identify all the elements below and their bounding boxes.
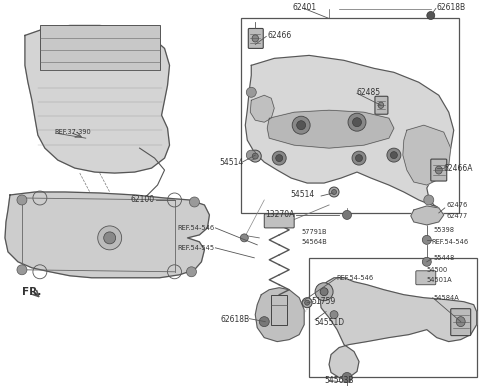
Bar [271, 295, 287, 325]
Text: REF.54-546: REF.54-546 [177, 225, 215, 231]
Polygon shape [255, 288, 304, 342]
Circle shape [17, 195, 27, 205]
Text: 54514: 54514 [290, 190, 314, 199]
Text: FR.: FR. [22, 287, 41, 297]
Text: 62466: 62466 [267, 31, 291, 40]
Text: 13270A: 13270A [265, 211, 294, 219]
Text: 54501A: 54501A [427, 277, 453, 283]
Polygon shape [403, 125, 451, 185]
Circle shape [246, 150, 256, 160]
Bar [241, 19, 459, 213]
Circle shape [276, 155, 283, 162]
Text: 54564B: 54564B [301, 239, 327, 245]
Circle shape [249, 150, 261, 162]
FancyBboxPatch shape [431, 159, 447, 181]
Circle shape [252, 153, 258, 159]
Text: 54584A: 54584A [434, 295, 459, 301]
Ellipse shape [378, 102, 384, 108]
Polygon shape [411, 206, 444, 225]
Text: 54514: 54514 [219, 158, 243, 166]
FancyBboxPatch shape [451, 309, 471, 336]
Circle shape [356, 155, 362, 162]
Text: 51759: 51759 [311, 297, 336, 306]
Bar [309, 258, 477, 377]
Circle shape [320, 288, 328, 296]
Text: 62618B: 62618B [437, 3, 466, 12]
Circle shape [104, 232, 116, 244]
Polygon shape [267, 110, 394, 148]
Text: 54551D: 54551D [314, 318, 344, 327]
Circle shape [332, 190, 336, 195]
Circle shape [190, 197, 199, 207]
Text: REF.54-546: REF.54-546 [336, 275, 373, 281]
Circle shape [315, 283, 333, 301]
Circle shape [342, 373, 352, 382]
Circle shape [422, 257, 432, 266]
FancyBboxPatch shape [264, 214, 294, 228]
Circle shape [352, 151, 366, 165]
Circle shape [240, 234, 248, 242]
Circle shape [422, 235, 432, 244]
Circle shape [424, 195, 434, 205]
Circle shape [272, 151, 286, 165]
Polygon shape [25, 26, 169, 173]
Text: REF.54-546: REF.54-546 [432, 239, 469, 245]
Text: 54500: 54500 [427, 267, 448, 273]
Circle shape [302, 298, 312, 308]
Circle shape [292, 116, 310, 134]
Text: 62401: 62401 [292, 3, 316, 12]
Circle shape [390, 152, 397, 159]
Text: REF.54-545: REF.54-545 [177, 245, 215, 251]
Text: 62100: 62100 [131, 195, 155, 204]
Circle shape [329, 187, 339, 197]
Text: 55398: 55398 [434, 227, 455, 233]
Text: 62466A: 62466A [444, 164, 473, 173]
Text: 54563B: 54563B [324, 376, 354, 385]
Circle shape [348, 113, 366, 131]
Ellipse shape [252, 35, 259, 42]
Circle shape [387, 148, 401, 162]
Polygon shape [5, 192, 209, 278]
Text: 62618B: 62618B [220, 315, 249, 324]
Text: REF.37-390: REF.37-390 [55, 129, 92, 135]
FancyBboxPatch shape [375, 96, 388, 114]
Text: 55448: 55448 [434, 255, 455, 261]
Circle shape [246, 87, 256, 97]
Circle shape [352, 118, 361, 127]
Polygon shape [245, 55, 454, 208]
Polygon shape [250, 95, 274, 122]
FancyBboxPatch shape [248, 29, 263, 48]
Text: 62476: 62476 [447, 202, 468, 208]
Circle shape [259, 317, 269, 327]
Text: 57791B: 57791B [301, 229, 327, 235]
Circle shape [17, 265, 27, 275]
Circle shape [330, 311, 338, 319]
Bar [40, 26, 159, 70]
Circle shape [343, 211, 351, 219]
Circle shape [186, 267, 196, 277]
Circle shape [98, 226, 121, 250]
FancyBboxPatch shape [416, 271, 436, 285]
Circle shape [305, 300, 310, 305]
Circle shape [427, 12, 435, 19]
Text: 62485: 62485 [357, 88, 381, 97]
Ellipse shape [435, 166, 442, 174]
Circle shape [297, 121, 306, 130]
Text: 62477: 62477 [447, 213, 468, 219]
Ellipse shape [456, 317, 465, 327]
Polygon shape [319, 278, 477, 377]
